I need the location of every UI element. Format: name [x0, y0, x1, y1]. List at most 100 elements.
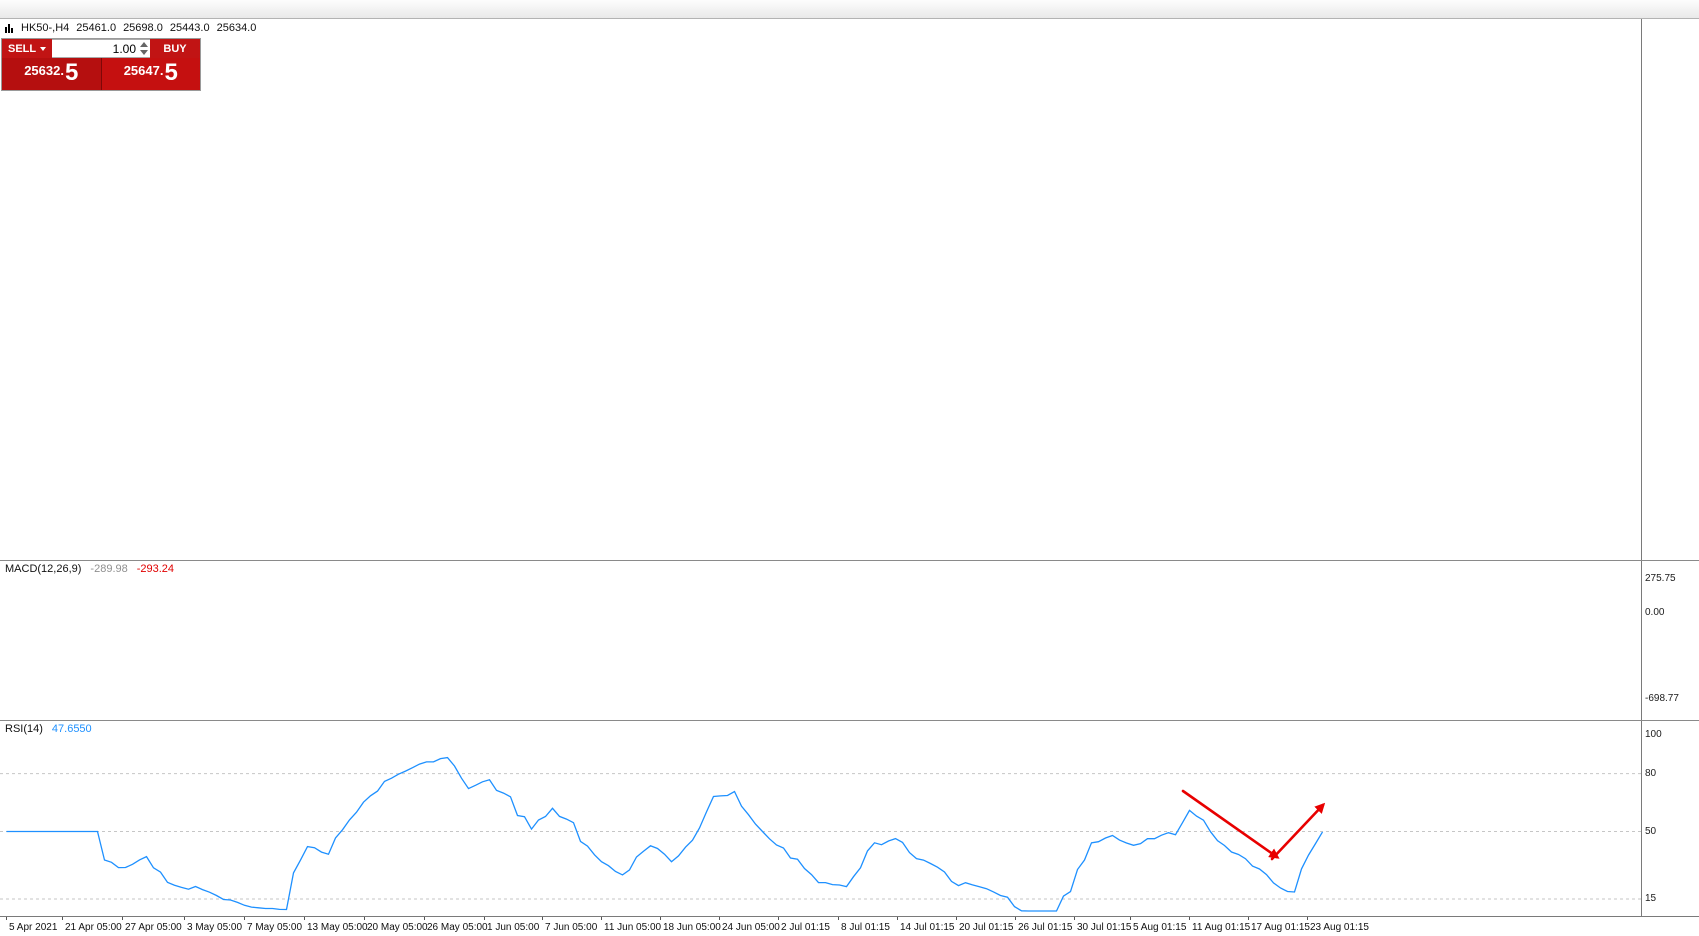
macd-signal-value: -293.24 [136, 563, 175, 575]
volume-spinner [140, 42, 148, 55]
low-value: 25443.0 [169, 22, 210, 34]
time-tick: 17 Aug 01:15 [1251, 922, 1310, 933]
volume-value: 1.00 [112, 41, 136, 56]
time-tick-mark [484, 917, 485, 920]
time-tick: 5 Apr 2021 [9, 922, 58, 933]
macd-main-value: -289.98 [90, 563, 128, 575]
time-tick-mark [424, 917, 425, 920]
time-tick: 18 Jun 05:00 [663, 922, 721, 933]
sell-price-big-digit: 5 [64, 59, 79, 86]
buy-price[interactable]: 25647. 5 [101, 58, 200, 90]
time-tick-mark [364, 917, 365, 920]
volume-up-arrow-icon[interactable] [140, 42, 148, 47]
time-tick-mark [660, 917, 661, 920]
indicator-tick: 50 [1645, 825, 1657, 837]
time-tick-mark [838, 917, 839, 920]
time-tick: 27 Apr 05:00 [125, 922, 182, 933]
main-chart-panel: HK50-,H4 25461.0 25698.0 25443.0 25634.0… [0, 19, 1699, 560]
time-tick: 30 Jul 01:15 [1077, 922, 1132, 933]
buy-button[interactable]: BUY [150, 39, 200, 58]
time-tick-mark [1074, 917, 1075, 920]
macd-label: MACD(12,26,9) -289.98 -293.24 [5, 563, 174, 575]
time-tick-mark [1248, 917, 1249, 920]
time-tick-mark [6, 917, 7, 920]
time-tick: 7 May 05:00 [247, 922, 303, 933]
trend-arrow[interactable] [1181, 789, 1280, 859]
rsi-value: 47.6550 [51, 723, 92, 735]
time-tick: 2 Jul 01:15 [781, 922, 830, 933]
time-tick-mark [62, 917, 63, 920]
main-chart-canvas[interactable] [0, 19, 1641, 560]
time-axis[interactable]: 5 Apr 2021 21 Apr 05:00 27 Apr 05:00 3 May … [0, 916, 1699, 936]
main-plot[interactable]: HK50-,H4 25461.0 25698.0 25443.0 25634.0… [0, 19, 1641, 560]
indicator-tick: 0.00 [1645, 607, 1665, 618]
volume-field[interactable]: 1.00 [52, 39, 150, 58]
time-tick-mark [122, 917, 123, 920]
sell-button[interactable]: SELL [2, 39, 53, 58]
macd-plot[interactable]: MACD(12,26,9) -289.98 -293.24 [0, 561, 1641, 720]
buy-price-big-digit: 5 [164, 59, 178, 86]
sell-price[interactable]: 25632. 5 [2, 58, 102, 90]
time-tick: 20 May 05:00 [367, 922, 428, 933]
buy-button-label: BUY [163, 42, 187, 55]
time-tick: 3 May 05:00 [187, 922, 243, 933]
time-tick: 21 Apr 05:00 [65, 922, 122, 933]
rsi-axis[interactable]: 100 80 50 15 [1641, 721, 1699, 916]
indicator-tick: 100 [1645, 729, 1662, 740]
time-tick-mark [542, 917, 543, 920]
time-tick: 8 Jul 01:15 [841, 922, 890, 933]
price-axis[interactable] [1641, 19, 1699, 560]
rsi-panel: RSI(14) 47.6550 100 80 50 15 [0, 720, 1699, 916]
buy-price-main: 25647. [123, 63, 164, 78]
symbol-period-label: HK50-,H4 [21, 22, 70, 34]
time-tick: 7 Jun 05:00 [545, 922, 598, 933]
time-tick-mark [244, 917, 245, 920]
macd-canvas[interactable] [0, 561, 1641, 720]
time-tick: 11 Jun 05:00 [604, 922, 662, 933]
close-value: 25634.0 [216, 22, 257, 34]
macd-panel: MACD(12,26,9) -289.98 -293.24 275.75 0.00… [0, 560, 1699, 720]
time-tick-mark [719, 917, 720, 920]
time-tick-mark [1015, 917, 1016, 920]
time-tick-mark [956, 917, 957, 920]
time-tick: 20 Jul 01:15 [959, 922, 1014, 933]
time-tick: 11 Aug 01:15 [1192, 922, 1251, 933]
macd-axis[interactable]: 275.75 0.00 -698.77 [1641, 561, 1699, 720]
high-value: 25698.0 [123, 22, 163, 34]
sell-button-label: SELL [8, 42, 37, 55]
trend-arrow[interactable] [1270, 802, 1326, 861]
chart-ohlc-readout: HK50-,H4 25461.0 25698.0 25443.0 25634.0 [5, 22, 256, 34]
indicator-tick: 15 [1645, 893, 1657, 904]
time-tick: 26 May 05:00 [427, 922, 488, 933]
time-tick: 23 Aug 01:15 [1310, 922, 1369, 933]
time-tick-mark [778, 917, 779, 920]
time-tick-mark [304, 917, 305, 920]
volume-down-arrow-icon[interactable] [140, 50, 148, 55]
time-tick: 26 Jul 01:15 [1018, 922, 1073, 933]
sell-dropdown-caret-icon [40, 46, 47, 51]
open-value: 25461.0 [76, 22, 117, 34]
chart-mini-icon [5, 23, 14, 33]
time-tick: 5 Aug 01:15 [1133, 922, 1187, 933]
time-tick: 14 Jul 01:15 [900, 922, 955, 933]
indicator-tick: 80 [1645, 767, 1657, 779]
rsi-canvas[interactable] [0, 721, 1641, 916]
time-tick-mark [1130, 917, 1131, 920]
rsi-label: RSI(14) 47.6550 [5, 723, 92, 735]
indicator-tick: -698.77 [1645, 693, 1679, 704]
time-tick-mark [184, 917, 185, 920]
time-tick: 1 Jun 05:00 [487, 922, 540, 933]
rsi-name: RSI(14) [5, 723, 43, 735]
time-tick-mark [897, 917, 898, 920]
one-click-trading-panel: SELL 1.00 BUY [2, 39, 200, 90]
time-tick: 24 Jun 05:00 [722, 922, 780, 933]
rsi-plot[interactable]: RSI(14) 47.6550 [0, 721, 1641, 916]
sell-price-main: 25632. [24, 63, 64, 78]
time-tick-mark [1189, 917, 1190, 920]
time-tick-mark [1307, 917, 1308, 920]
indicator-tick: 275.75 [1645, 573, 1676, 584]
time-tick-mark [601, 917, 602, 920]
toolbar [0, 0, 1699, 19]
time-tick: 13 May 05:00 [307, 922, 368, 933]
